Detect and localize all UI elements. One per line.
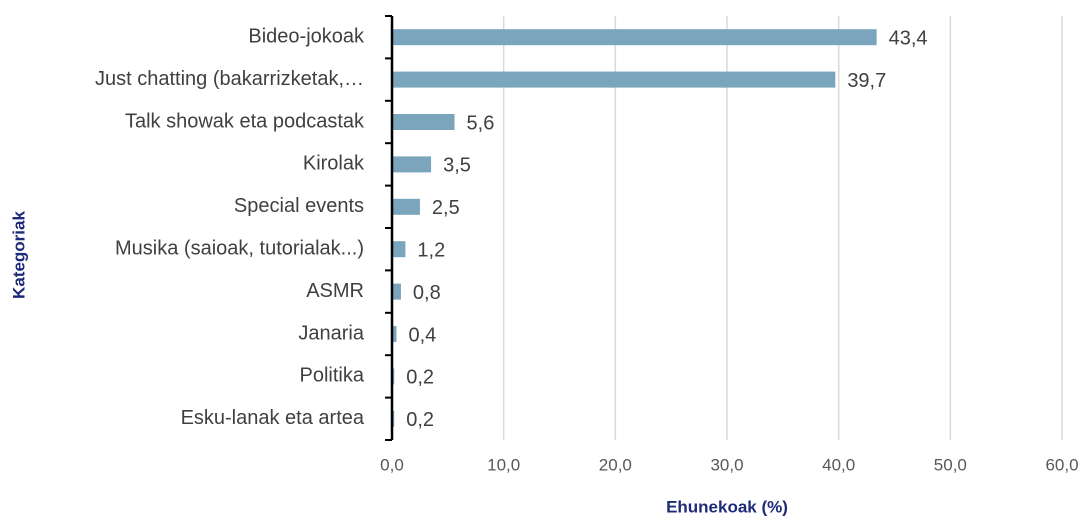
x-tick-label: 0,0 <box>380 455 404 474</box>
bar <box>392 326 397 342</box>
data-label: 5,6 <box>467 112 495 134</box>
y-tick-label: Special events <box>234 195 364 217</box>
y-tick-label: Esku-lanak eta artea <box>181 407 365 429</box>
x-tick-label: 20,0 <box>599 455 632 474</box>
data-label: 0,2 <box>406 409 434 431</box>
data-label: 0,4 <box>408 324 436 346</box>
data-label: 2,5 <box>432 197 460 219</box>
data-label: 3,5 <box>443 155 471 177</box>
x-tick-label: 10,0 <box>487 455 520 474</box>
bar <box>392 198 420 215</box>
data-label: 0,8 <box>413 282 441 304</box>
data-label: 43,4 <box>889 27 928 49</box>
bar <box>392 283 401 300</box>
x-tick-label: 50,0 <box>934 455 967 474</box>
bar <box>392 156 432 173</box>
data-label: 0,2 <box>406 367 434 389</box>
y-tick-label: Just chatting (bakarrizketak,… <box>95 68 364 90</box>
bar <box>392 241 406 258</box>
y-tick-label: Talk showak eta podcastak <box>125 110 365 132</box>
y-tick-label: Politika <box>300 365 365 387</box>
y-tick-label: ASMR <box>306 280 364 302</box>
y-tick-label: Bideo-jokoak <box>248 25 365 47</box>
data-label: 39,7 <box>847 70 886 92</box>
x-axis-title: Ehunekoak (%) <box>666 497 788 516</box>
bar <box>392 71 836 88</box>
x-tick-label: 30,0 <box>710 455 743 474</box>
y-axis-title: Kategoriak <box>9 211 28 299</box>
y-tick-label: Kirolak <box>303 153 365 175</box>
data-label: 1,2 <box>417 239 445 261</box>
bar <box>392 114 455 130</box>
bar <box>392 29 877 46</box>
x-tick-label: 60,0 <box>1045 455 1078 474</box>
y-tick-label: Musika (saioak, tutorialak...) <box>115 237 364 259</box>
x-tick-label: 40,0 <box>822 455 855 474</box>
y-tick-label: Janaria <box>298 322 364 344</box>
